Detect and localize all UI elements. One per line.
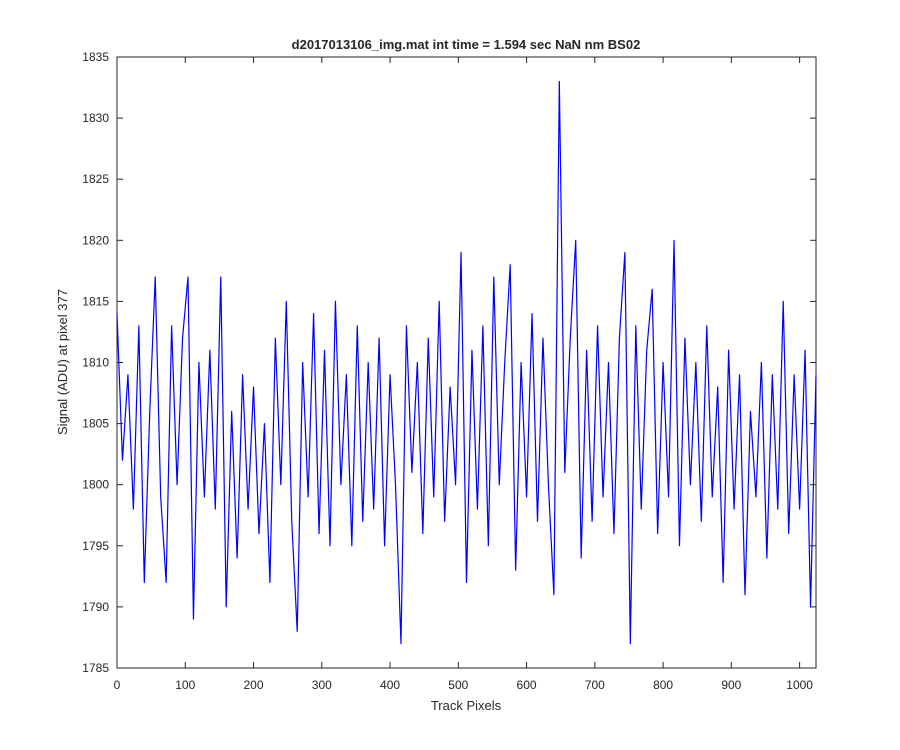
y-tick-label: 1810 (82, 356, 109, 370)
y-axis-label: Signal (ADU) at pixel 377 (55, 289, 70, 435)
x-tick-label: 800 (653, 678, 673, 692)
x-tick-label: 300 (312, 678, 332, 692)
y-tick-label: 1790 (82, 600, 109, 614)
x-tick-label: 900 (721, 678, 741, 692)
x-tick-label: 700 (585, 678, 605, 692)
x-tick-label: 400 (380, 678, 400, 692)
x-tick-label: 600 (517, 678, 537, 692)
y-tick-label: 1785 (82, 661, 109, 675)
chart-title: d2017013106_img.mat int time = 1.594 sec… (292, 37, 641, 52)
y-tick-label: 1825 (82, 172, 109, 186)
y-tick-label: 1820 (82, 233, 109, 247)
x-tick-label: 500 (448, 678, 468, 692)
data-line (116, 80, 817, 645)
x-axis-label: Track Pixels (431, 698, 502, 713)
y-tick-label: 1800 (82, 478, 109, 492)
y-tick-label: 1835 (82, 50, 109, 64)
y-tick-label: 1805 (82, 417, 109, 431)
x-tick-label: 100 (175, 678, 195, 692)
x-tick-label: 200 (244, 678, 264, 692)
y-tick-label: 1815 (82, 294, 109, 308)
x-tick-label: 0 (114, 678, 121, 692)
y-tick-label: 1830 (82, 111, 109, 125)
y-tick-label: 1795 (82, 539, 109, 553)
x-tick-label: 1000 (786, 678, 813, 692)
